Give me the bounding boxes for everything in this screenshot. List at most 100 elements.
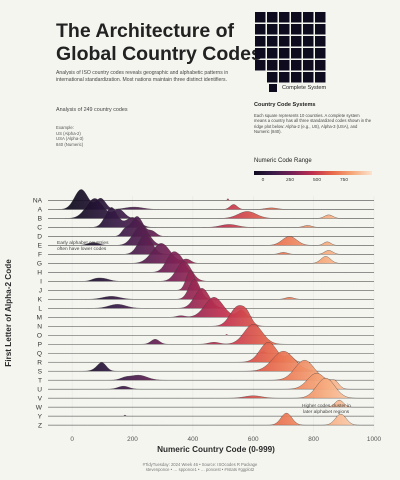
waffle-square [255,36,266,47]
y-tick-label: Y [38,413,43,420]
y-tick-label: I [40,279,42,286]
waffle-square [303,36,314,47]
ridge-F [48,234,374,255]
colorbar-tick-label: 0 [261,178,265,183]
y-tick-label: J [39,288,42,295]
waffle-square [267,12,278,23]
annotation-late: Higher codes cluster in later alphabet r… [302,403,351,415]
colorbar-gradient [254,171,372,175]
waffle-square [291,36,302,47]
waffle-square [315,48,326,59]
example-line-2: USA (Alpha-3) [56,136,84,142]
ridge-D [48,216,374,237]
systems-title: Country Code Systems [254,102,316,108]
x-axis-title: Numeric Country Code (0-999) [157,445,275,454]
y-tick-label: S [38,368,43,375]
waffle-square [279,60,290,71]
waffle-square [291,72,302,83]
y-tick-label: V [38,395,43,402]
waffle-square [255,12,266,23]
ridge-C [47,207,375,228]
ridgeline-series [47,189,375,426]
annotation-early-line-1: Early alphabet countries [57,240,109,246]
y-tick-label: Z [38,422,42,429]
country-count: Analysis of 249 country codes [56,107,128,113]
ridge-P [48,324,374,345]
ridge-S [47,351,375,372]
waffle-square [279,12,290,23]
waffle-square [315,72,326,83]
waffle-square [303,48,314,59]
subtitle: Analysis of ISO country codes reveals ge… [56,70,229,83]
colorbar-title: Numeric Code Range [254,158,312,164]
ridge-K [47,279,375,300]
ridge-U [47,373,375,390]
y-tick-label: H [37,270,42,277]
y-tick-label: Q [37,350,42,357]
title-line-2: Global Country Codes [56,43,262,65]
y-tick-label: T [38,377,42,384]
ridge-N [48,305,374,327]
y-tick-label: L [38,306,42,313]
waffle-square [315,12,326,23]
annotation-late-line-2: later alphabet regions [303,409,350,415]
waffle-square [291,12,302,23]
y-tick-label: O [37,332,42,339]
y-tick-label: NA [33,198,43,205]
waffle-square [267,36,278,47]
annotation-early: Early alphabet countries often have lowe… [57,240,109,252]
y-tick-label: F [38,252,42,259]
y-axis-title: First Letter of Alpha-2 Code [4,259,13,367]
x-tick-label: 1000 [367,436,382,443]
y-tick-label: D [37,234,42,241]
y-tick-label: G [37,261,42,268]
waffle-square [279,48,290,59]
x-tick-label: 600 [248,436,259,443]
waffle-square [255,24,266,35]
ridge-Q [47,351,375,354]
x-tick-label: 800 [308,436,319,443]
y-tick-label: E [38,243,43,250]
waffle-square [315,60,326,71]
ridge-R [48,342,374,363]
colorbar-tick-label: 250 [285,178,295,183]
ridge-J [48,270,374,291]
waffle-square [267,72,278,83]
ridge-W [47,399,375,408]
y-tick-label: R [37,359,42,366]
waffle-square [291,60,302,71]
ridge-E [47,225,375,246]
y-tick-label: N [37,323,42,330]
caption: #TidyTuesday: 2024 Week 46 • Source: ISO… [0,462,400,473]
waffle-square [291,24,302,35]
ridge-Y [48,414,374,417]
ridge-G [47,243,375,264]
ridge-I [47,261,375,282]
title-line-1: The Architecture of [56,20,235,42]
waffle-square [279,72,290,83]
y-tick-label: C [37,225,42,232]
y-tick-label: B [38,216,43,223]
waffle-legend-label: Complete System [282,85,327,91]
waffle-square [279,36,290,47]
y-tick-label: U [37,386,42,393]
caption-line-2: stevenponce • … spponce1 • … poncest • #… [145,467,255,473]
example-block: Example: US (Alpha-2) USA (Alpha-3) 840 … [56,125,83,147]
annotation-early-line-2: often have lower codes [57,246,107,252]
ridge-O [47,334,375,336]
waffle-square [315,36,326,47]
waffle-square [291,48,302,59]
x-tick-label: 200 [127,436,138,443]
ridge-V [48,377,374,399]
ridge-H [48,251,374,273]
ridge-M [47,297,375,318]
ridge-B [48,198,374,219]
colorbar-tick-label: 500 [312,178,322,183]
example-line-1: US (Alpha-2) [56,130,81,136]
y-tick-label: P [38,341,43,348]
waffle-square [279,24,290,35]
waffle-square [255,60,266,71]
waffle-square [303,72,314,83]
